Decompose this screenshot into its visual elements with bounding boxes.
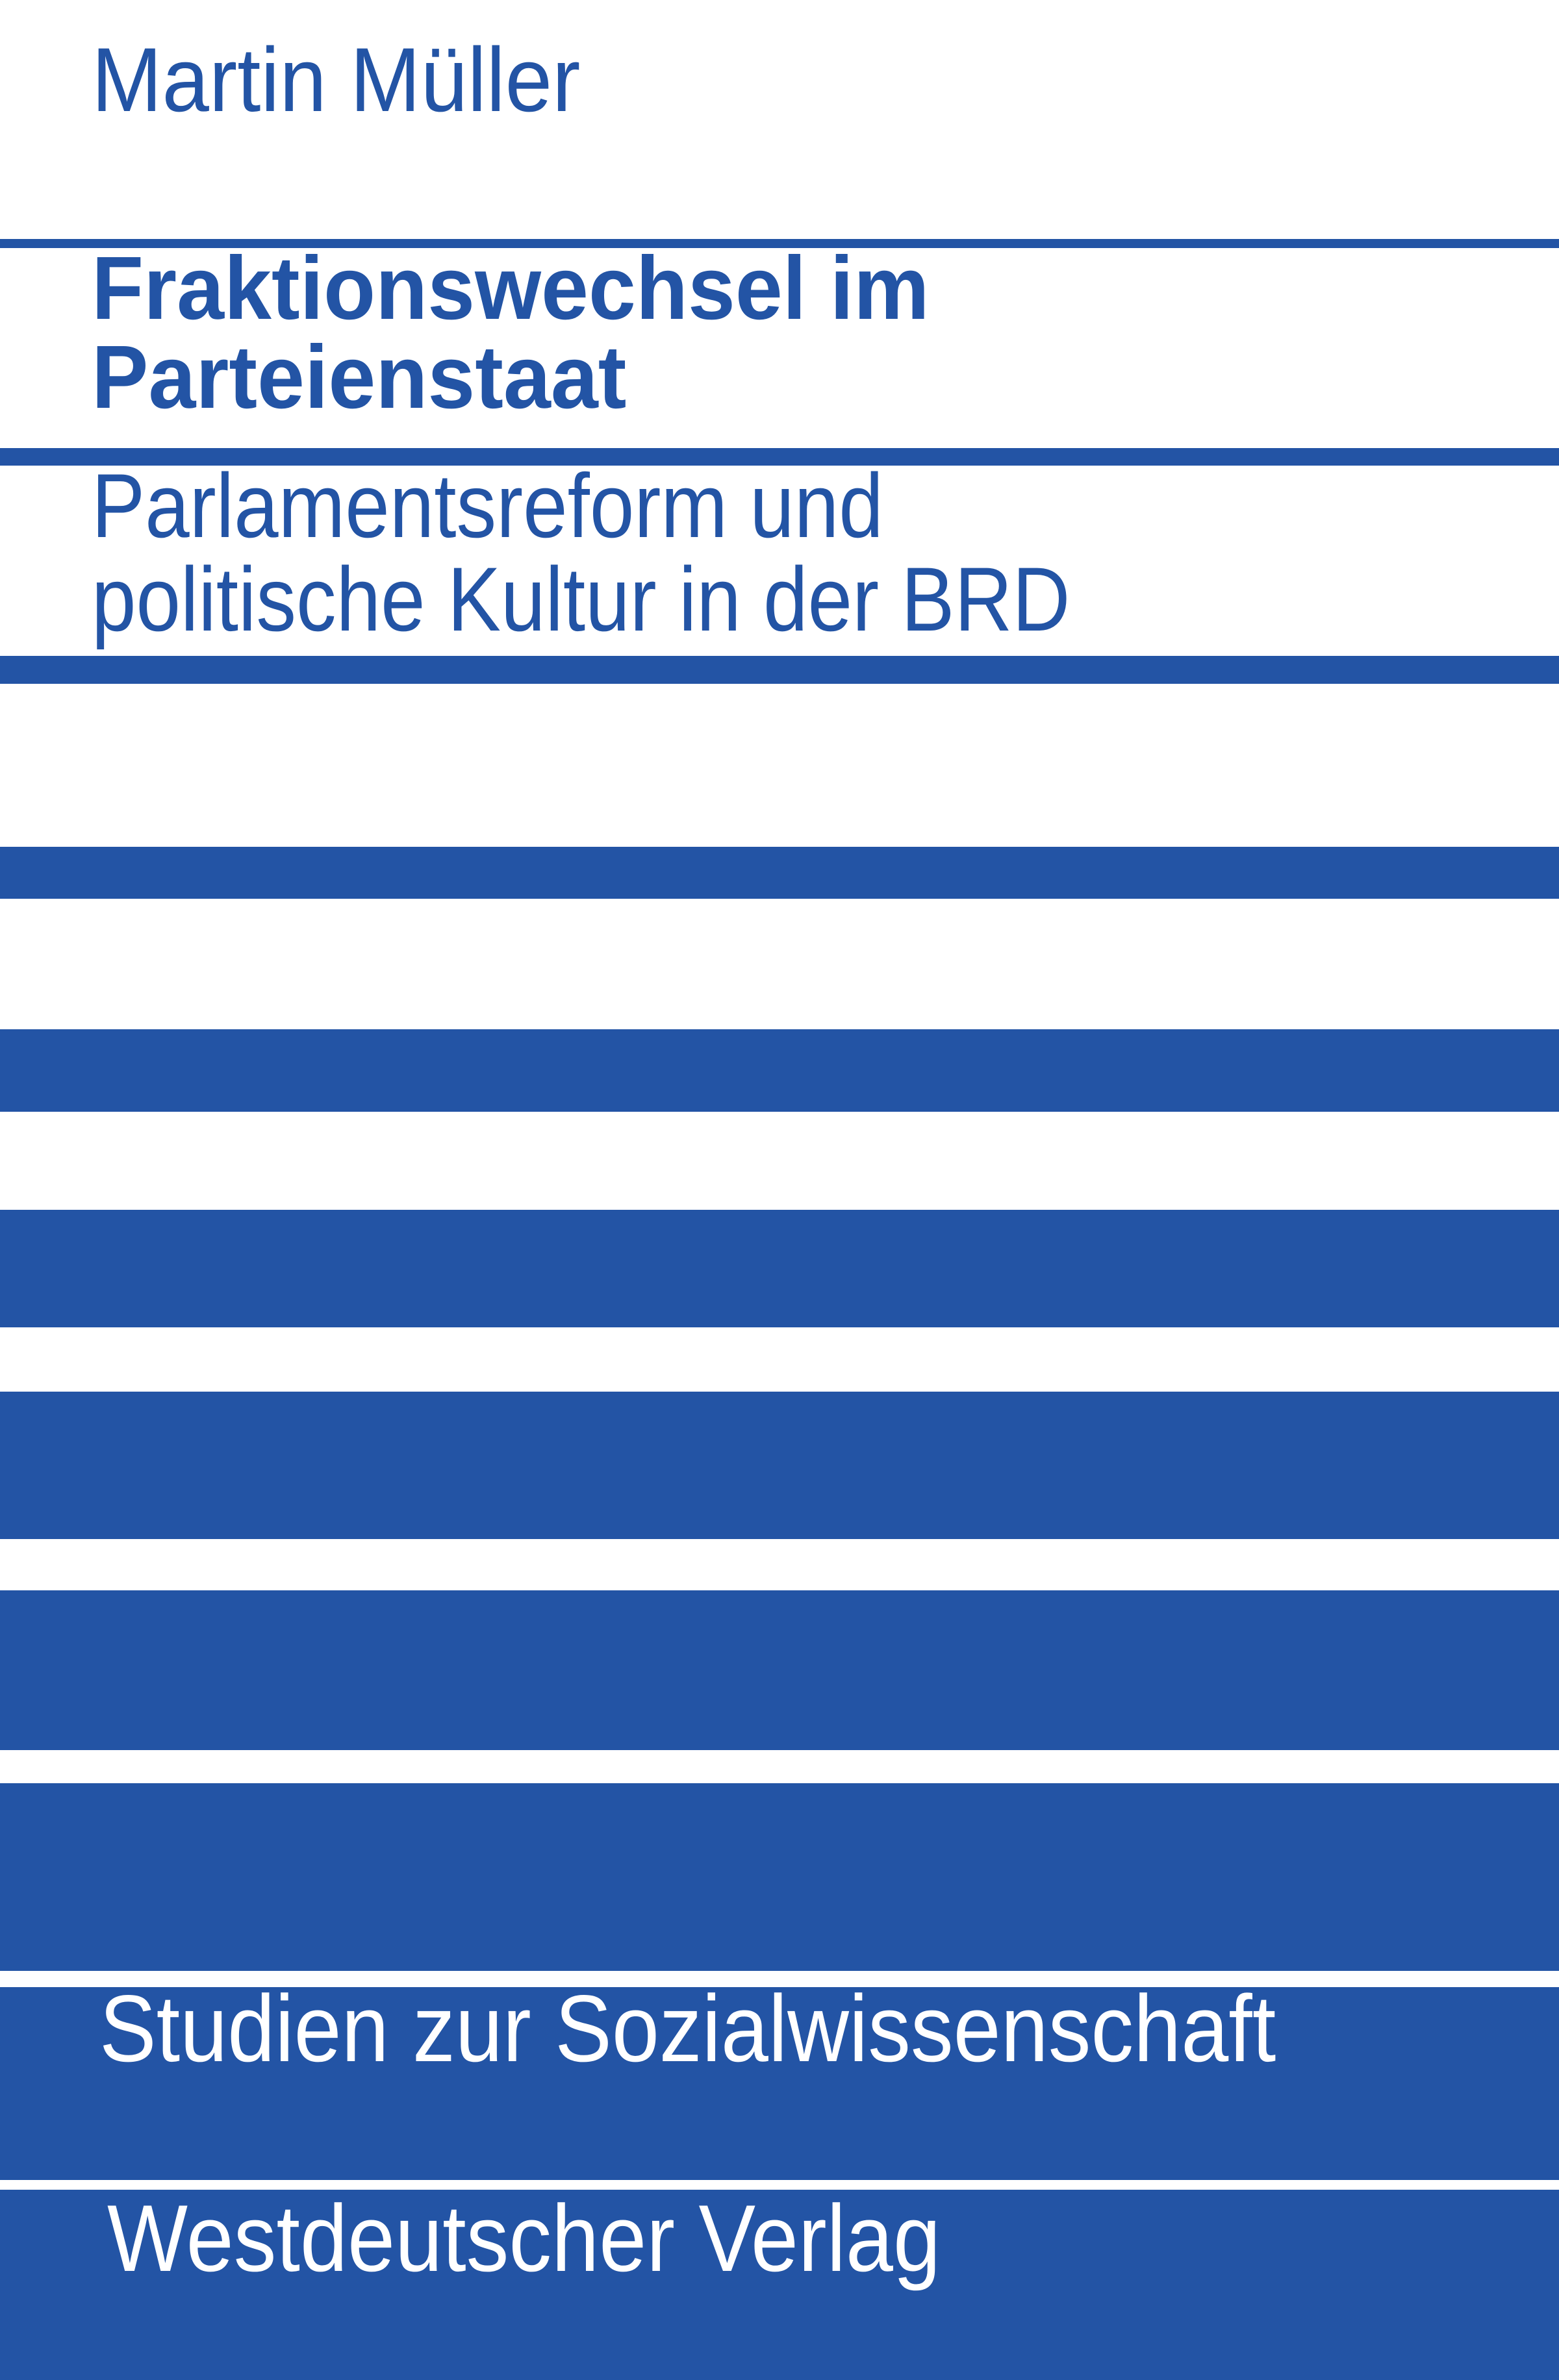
decorative-stripe xyxy=(0,847,1559,899)
title-line-2: Parteienstaat xyxy=(92,327,627,427)
decorative-stripe xyxy=(0,1590,1559,1750)
author-name: Martin Müller xyxy=(92,29,581,131)
decorative-stripe xyxy=(0,1783,1559,1971)
decorative-stripe xyxy=(0,1392,1559,1539)
divider-rule xyxy=(0,239,1559,248)
publisher-band: Westdeutscher Verlag xyxy=(0,2190,1559,2380)
series-band: Studien zur Sozialwissenschaft xyxy=(0,1981,1559,2180)
decorative-stripe xyxy=(0,1210,1559,1327)
series-name: Studien zur Sozialwissenschaft xyxy=(99,1975,1276,2081)
publisher-name: Westdeutscher Verlag xyxy=(107,2185,941,2291)
decorative-stripe xyxy=(0,1029,1559,1112)
divider-rule xyxy=(0,448,1559,466)
subtitle-line-1: Parlamentsreform und xyxy=(92,455,883,557)
subtitle-line-2: politische Kultur in der BRD xyxy=(92,548,1071,650)
divider-rule xyxy=(0,656,1559,684)
title-line-1: Fraktionswechsel im xyxy=(92,238,930,338)
